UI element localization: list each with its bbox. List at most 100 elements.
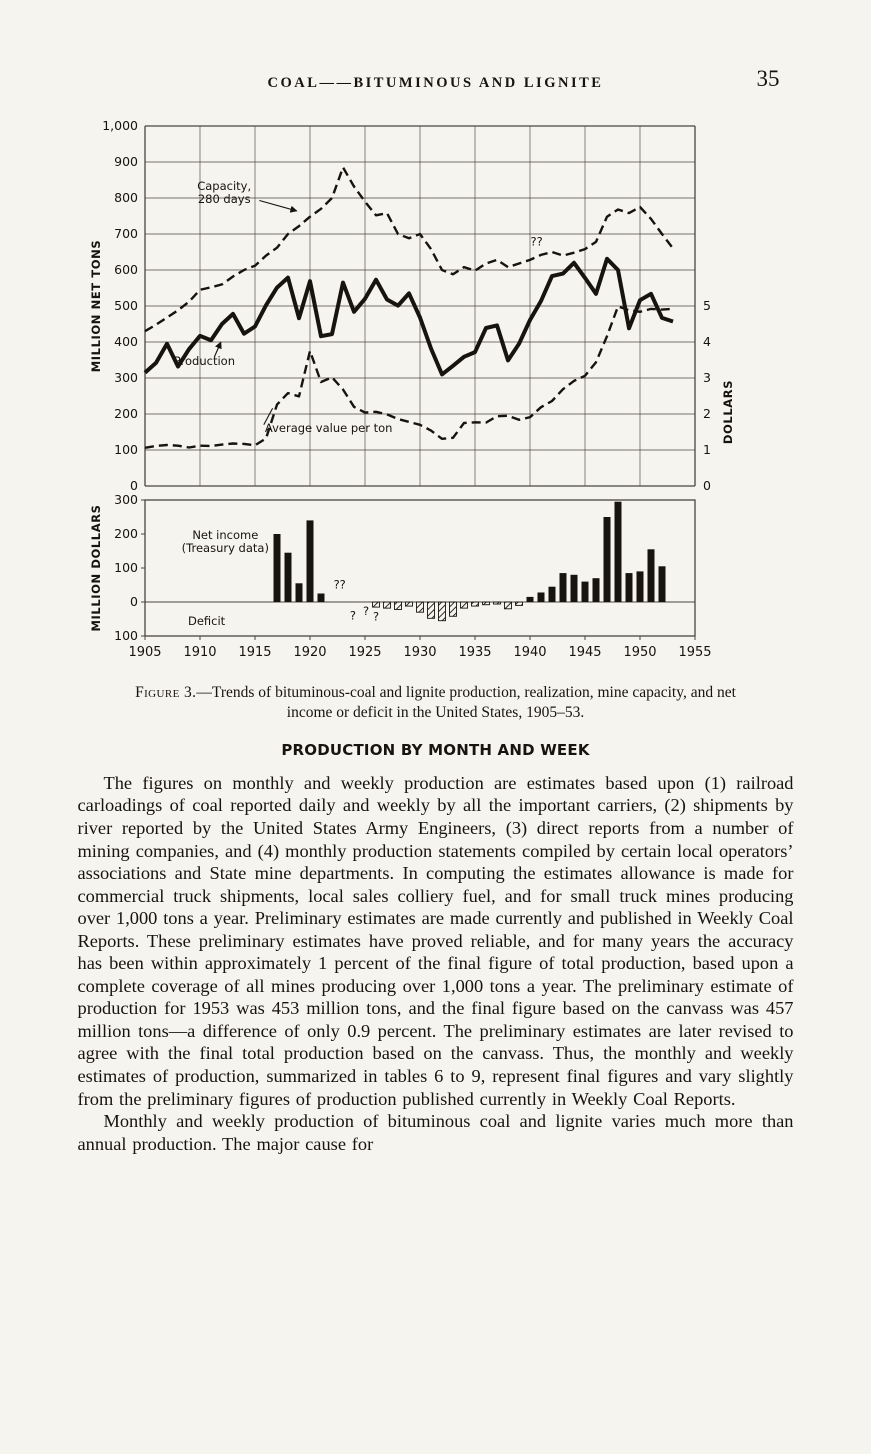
income-bar	[625, 573, 633, 602]
svg-text:280 days: 280 days	[198, 192, 251, 206]
deficit-bar	[460, 601, 468, 609]
deficit-bar	[504, 601, 512, 610]
top-panel-tick-labels: 0 100 200 300 400 500 600 700 800 900 1,000 0 1 2 3 4 5	[102, 118, 711, 493]
deficit-bar	[416, 601, 424, 613]
chart-annotation: Production	[174, 341, 235, 368]
figure-3: 0 100 200 300 400 500 600 700 800 900 1,000 0 1 2 3 4 5 M…	[70, 114, 871, 675]
figure-caption-label: Figure 3.	[135, 684, 197, 701]
income-bar	[658, 566, 666, 602]
svg-text:1930: 1930	[403, 645, 436, 660]
svg-text:100: 100	[114, 442, 138, 457]
svg-text:600: 600	[114, 262, 138, 277]
svg-text:1910: 1910	[183, 645, 216, 660]
income-bar	[614, 501, 622, 602]
income-bar	[647, 549, 655, 602]
svg-text:1905: 1905	[128, 645, 161, 660]
net-income-bars	[273, 501, 666, 622]
axis-title: MILLION DOLLARS	[89, 504, 103, 631]
chart-annotation: ??	[530, 235, 542, 249]
svg-text:1925: 1925	[348, 645, 381, 660]
running-head-title: COAL——BITUMINOUS AND LIGNITE	[267, 75, 604, 91]
page-header: COAL——BITUMINOUS AND LIGNITE 35	[78, 66, 794, 102]
svg-text:?: ?	[373, 610, 379, 624]
series-production	[143, 256, 674, 377]
svg-text:1945: 1945	[568, 645, 601, 660]
figure-chart-svg: 0 100 200 300 400 500 600 700 800 900 1,000 0 1 2 3 4 5 M…	[89, 118, 735, 660]
income-bar	[548, 586, 556, 602]
chart-annotation: ?	[350, 609, 356, 623]
chart-annotation: Average value per ton	[263, 407, 393, 435]
deficit-bar	[449, 601, 457, 617]
income-bar	[295, 583, 303, 602]
svg-text:??: ??	[530, 235, 542, 249]
svg-text:300: 300	[114, 370, 138, 385]
chart-annotation: ?	[363, 604, 369, 618]
svg-text:100: 100	[114, 560, 138, 575]
svg-text:800: 800	[114, 190, 138, 205]
svg-text:100: 100	[114, 628, 138, 643]
svg-text:Net income: Net income	[192, 528, 258, 542]
svg-text:Production: Production	[174, 354, 235, 368]
svg-text:300: 300	[114, 492, 138, 507]
body-text: The figures on monthly and weekly produc…	[78, 772, 794, 1155]
svg-text:Average value per ton: Average value per ton	[265, 421, 393, 435]
figure-caption-text: —Trends of bituminous-coal and lignite p…	[196, 684, 736, 722]
svg-text:200: 200	[114, 406, 138, 421]
axis-title: DOLLARS	[721, 380, 735, 444]
income-bar	[559, 573, 567, 602]
deficit-bar	[471, 601, 479, 607]
svg-text:1955: 1955	[678, 645, 711, 660]
svg-text:?: ?	[363, 604, 369, 618]
income-bar	[592, 578, 600, 602]
section-heading: PRODUCTION BY MONTH AND WEEK	[281, 740, 590, 759]
paragraph-2: Monthly and weekly production of bitumin…	[77, 1111, 794, 1154]
svg-text:1: 1	[703, 442, 711, 457]
income-bar	[570, 574, 578, 602]
top-panel-grid	[144, 125, 696, 487]
svg-text:1950: 1950	[623, 645, 656, 660]
svg-text:400: 400	[114, 334, 138, 349]
svg-text:0: 0	[703, 478, 711, 493]
series-capacity-280-days	[144, 166, 674, 333]
svg-text:4: 4	[703, 334, 711, 349]
chart-annotation: Net income(Treasury data)	[182, 528, 269, 555]
svg-text:3: 3	[703, 370, 711, 385]
income-bar	[273, 534, 281, 602]
svg-text:(Treasury data): (Treasury data)	[182, 541, 269, 555]
chart-annotation: ?	[373, 610, 379, 624]
year-labels: 1905 1910 1915 1920 1925 1930 1935 1940 1945 1950…	[128, 645, 711, 660]
deficit-bar	[405, 601, 413, 607]
chart-annotation: Deficit	[188, 614, 226, 628]
income-bar	[317, 593, 325, 602]
scanned-page: { "page": { "header_title": "COAL——BITUM…	[0, 66, 871, 1454]
income-bar	[636, 571, 644, 602]
svg-text:900: 900	[114, 154, 138, 169]
svg-text:1940: 1940	[513, 645, 546, 660]
svg-text:1,000: 1,000	[102, 118, 138, 133]
paragraph-1: The figures on monthly and weekly produc…	[77, 772, 794, 1109]
income-bar	[581, 581, 589, 602]
svg-text:??: ??	[334, 577, 346, 591]
figure-caption: Figure 3.—Trends of bituminous-coal and …	[112, 683, 760, 724]
svg-text:1915: 1915	[238, 645, 271, 660]
deficit-bar	[493, 601, 501, 605]
svg-text:0: 0	[130, 594, 138, 609]
income-bar	[537, 592, 545, 602]
deficit-bar	[394, 601, 402, 610]
svg-text:1935: 1935	[458, 645, 491, 660]
svg-text:?: ?	[350, 609, 356, 623]
svg-text:0: 0	[130, 478, 138, 493]
deficit-bar	[482, 601, 490, 606]
axis-title: MILLION NET TONS	[89, 240, 103, 373]
deficit-bar	[383, 601, 391, 609]
income-bar	[526, 596, 534, 602]
page-number: 35	[756, 66, 780, 91]
svg-text:700: 700	[114, 226, 138, 241]
svg-text:1920: 1920	[293, 645, 326, 660]
income-bar	[603, 517, 611, 602]
deficit-bar	[515, 601, 523, 606]
svg-text:Deficit: Deficit	[188, 614, 226, 628]
svg-text:200: 200	[114, 526, 138, 541]
chart-annotation: ??	[334, 577, 346, 591]
deficit-bar	[372, 601, 380, 608]
